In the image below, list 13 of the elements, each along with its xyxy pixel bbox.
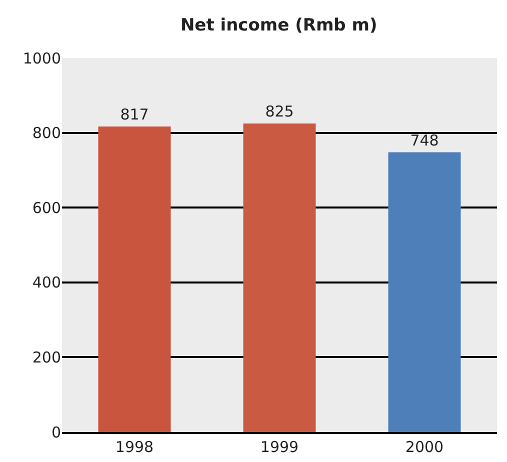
y-tick-label: 0 [51,423,61,442]
x-tick-label: 1999 [260,438,299,456]
data-label: 817 [120,105,149,124]
x-tick-label: 1998 [115,438,154,456]
y-tick-label: 600 [32,198,61,217]
data-label: 825 [265,102,294,120]
y-tick-label: 200 [32,348,61,366]
y-tick-label: 1000 [22,49,61,68]
data-label: 748 [410,131,439,150]
y-tick-label: 800 [32,124,61,142]
chart-title: Net income (Rmb m) [180,15,378,36]
y-tick-label: 400 [32,274,61,292]
x-tick-label: 2000 [405,438,444,456]
